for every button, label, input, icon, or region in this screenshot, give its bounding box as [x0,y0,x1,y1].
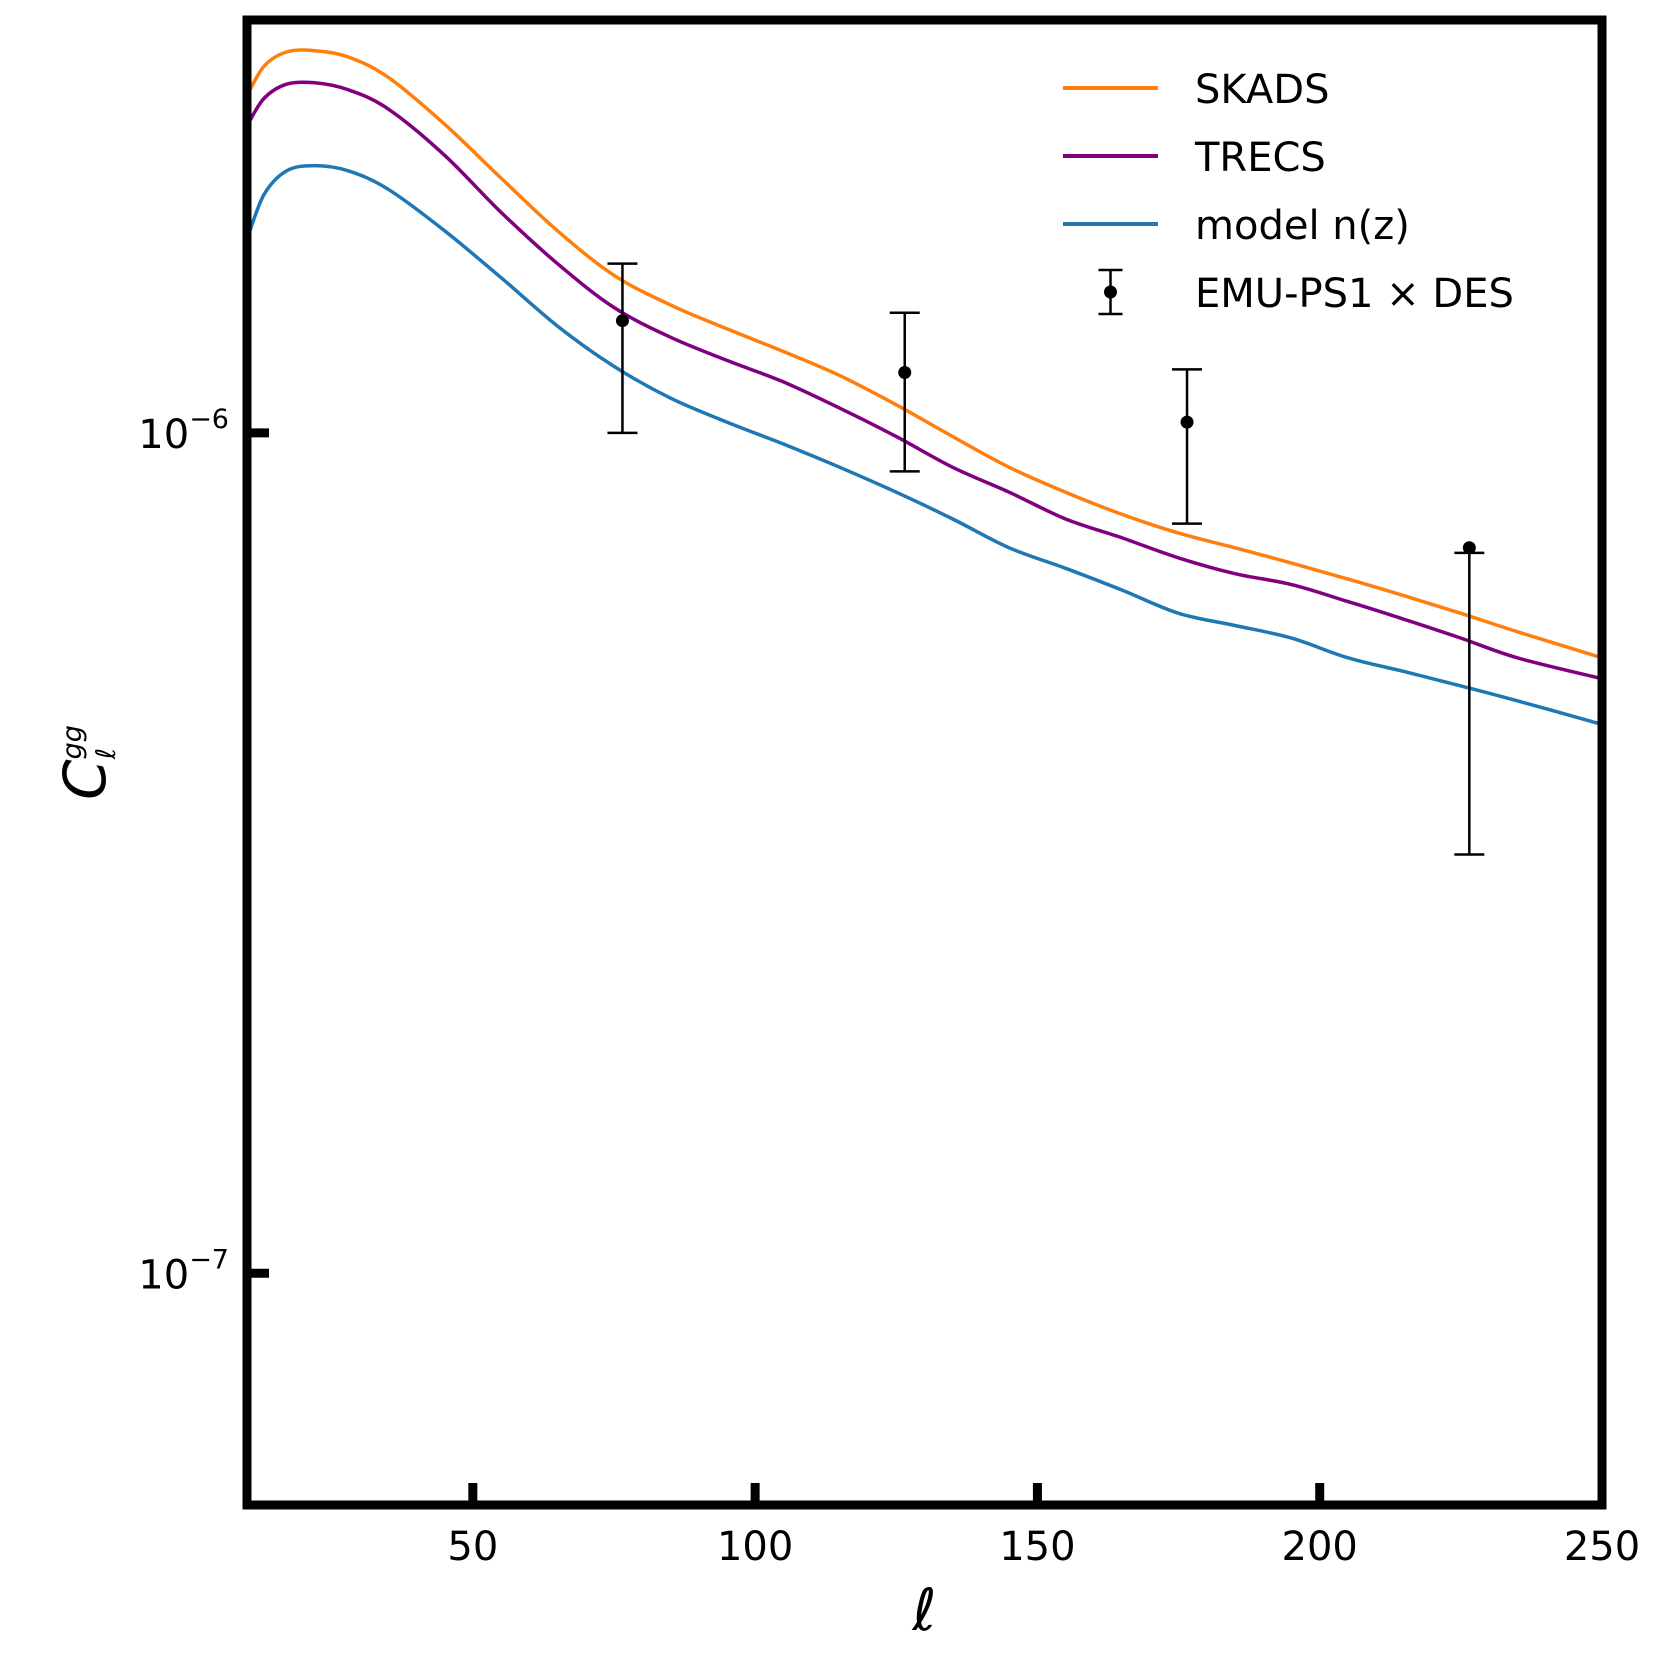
x-tick-label: 200 [1282,1524,1358,1570]
y-axis-label-base: C [51,759,119,800]
legend-label: model n(z) [1195,203,1410,249]
legend-label: EMU-PS1 × DES [1195,271,1514,317]
y-tick-label-exponent: −6 [189,404,229,435]
legend-entry-2: model n(z) [1063,203,1410,249]
legend-swatch-point [1104,285,1117,299]
errorbar-point-3 [1454,541,1485,856]
x-tick-label: 50 [447,1524,498,1570]
legend-entry-1: TRECS [1063,135,1326,181]
x-axis-ticks: 50 100 150 200 250 [447,1483,1640,1570]
y-tick-label-exponent: −7 [189,1244,229,1275]
series-line-1 [247,80,1602,681]
data-point [615,314,629,328]
x-tick-label: 100 [717,1524,793,1570]
series-line-2 [247,163,1602,727]
y-axis-label: Cgg ℓ [51,725,122,800]
legend-label: TRECS [1194,135,1326,181]
legend-label: SKADS [1195,67,1329,113]
y-axis-ticks: 10−610−7 [138,404,269,1298]
data-point [1180,415,1194,429]
errorbar-point-2 [1172,368,1203,525]
y-tick-label-base: 10 [138,412,189,458]
errorbar-layer [607,262,1485,856]
y-axis-label-superscript: gg [57,725,88,759]
legend: SKADS TRECS model n(z) EMU-PS1 × DES [1063,67,1514,317]
x-tick-label: 250 [1564,1524,1640,1570]
y-axis-label-subscript: ℓ [91,748,122,760]
errorbar-point-1 [889,311,920,473]
x-tick-label: 150 [999,1524,1075,1570]
data-point [898,366,912,380]
y-tick-label: 10−7 [138,1244,229,1298]
x-axis-label: ℓ [912,1576,937,1644]
y-tick-label: 10−6 [138,404,229,458]
legend-entry-errorbars: EMU-PS1 × DES [1098,268,1514,317]
plot-frame [242,15,1607,1510]
legend-entry-0: SKADS [1063,67,1329,113]
y-tick-label-base: 10 [138,1252,189,1298]
errorbar-point-0 [607,262,638,435]
series-line-0 [247,48,1602,660]
data-point [1462,541,1476,555]
series-layer [247,48,1602,727]
